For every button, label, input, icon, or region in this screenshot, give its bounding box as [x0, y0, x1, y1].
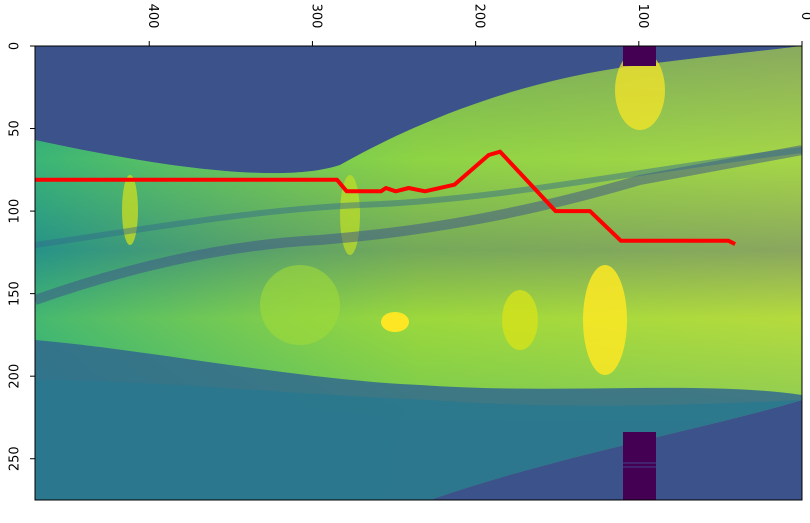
- x-tick-label: 400: [145, 4, 160, 29]
- y-tick-label: 50: [8, 120, 23, 137]
- y-tick-label: 0: [8, 42, 23, 50]
- bright-patch: [502, 290, 538, 350]
- bright-patch: [615, 50, 665, 130]
- y-tick-label: 100: [8, 199, 23, 224]
- bright-patch: [122, 175, 138, 245]
- heatmap-lower-region: [35, 380, 802, 500]
- x-tick-label: 300: [308, 4, 323, 29]
- red-trace-line: [35, 149, 737, 246]
- y-tick-label: 250: [8, 446, 23, 471]
- heatmap-image: [35, 46, 802, 500]
- x-tick-label: 0: [798, 12, 810, 20]
- vertical-band-top: [623, 46, 656, 66]
- y-tick-label: 200: [8, 364, 23, 389]
- axes-frame: [34, 45, 803, 501]
- bright-patch: [583, 265, 627, 375]
- bright-patch: [260, 265, 340, 345]
- y-tick-label: 150: [8, 281, 23, 306]
- vertical-band-bottom: [623, 432, 656, 500]
- x-tick-label: 100: [635, 4, 650, 29]
- x-axis-ticks: 0 100 200 300 400: [145, 4, 810, 46]
- y-axis-ticks: 0 50 100 150 200 250: [8, 42, 35, 471]
- x-tick-label: 200: [472, 4, 487, 29]
- bright-patch: [381, 312, 409, 332]
- dark-streak: [35, 147, 802, 248]
